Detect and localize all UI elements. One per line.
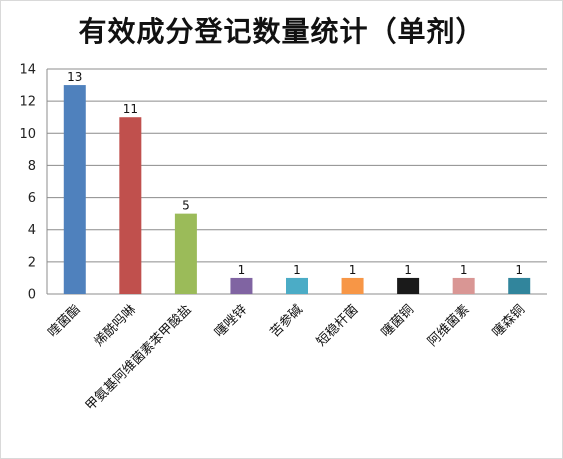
category-label: 烯酰吗啉 [92, 302, 139, 349]
bars [63, 85, 531, 294]
y-tick-label: 12 [19, 95, 36, 110]
category-label: 阿维菌素 [425, 302, 472, 349]
data-label: 1 [238, 263, 246, 277]
chart-title: 有效成分登记数量统计（单剂） [78, 15, 485, 48]
bar [397, 277, 420, 294]
data-label: 13 [67, 70, 82, 84]
bar [286, 277, 308, 294]
category-label: 苦参碱 [267, 302, 306, 341]
bar [508, 277, 531, 294]
bar [341, 277, 364, 294]
y-tick-label: 10 [19, 127, 36, 142]
data-label: 1 [460, 263, 468, 277]
bar [174, 213, 197, 294]
bar [452, 277, 475, 294]
y-tick-label: 14 [19, 63, 36, 78]
category-label: 噻唑锌 [211, 302, 250, 341]
data-label: 1 [404, 263, 412, 277]
bar [119, 117, 142, 294]
y-tick-label: 6 [28, 191, 36, 206]
y-tick-label: 0 [28, 288, 36, 303]
category-label: 短稳杆菌 [313, 302, 361, 350]
data-label: 1 [293, 263, 301, 277]
bar [230, 277, 253, 294]
data-label: 1 [349, 263, 357, 277]
bar [63, 85, 86, 294]
data-label: 5 [182, 199, 190, 213]
data-label: 1 [515, 263, 523, 277]
category-label: 甲氨基阿维菌素苯甲酸盐 [83, 302, 195, 414]
y-tick-label: 4 [28, 223, 36, 238]
data-label: 11 [123, 102, 138, 116]
category-label: 喹菌酯 [45, 302, 83, 340]
category-label: 噻森铜 [489, 302, 528, 341]
category-label: 噻菌铜 [378, 302, 417, 341]
y-axis-ticks: 0 2 4 6 8 10 12 14 [19, 63, 36, 303]
y-tick-label: 2 [28, 255, 36, 270]
y-tick-label: 8 [28, 159, 36, 174]
